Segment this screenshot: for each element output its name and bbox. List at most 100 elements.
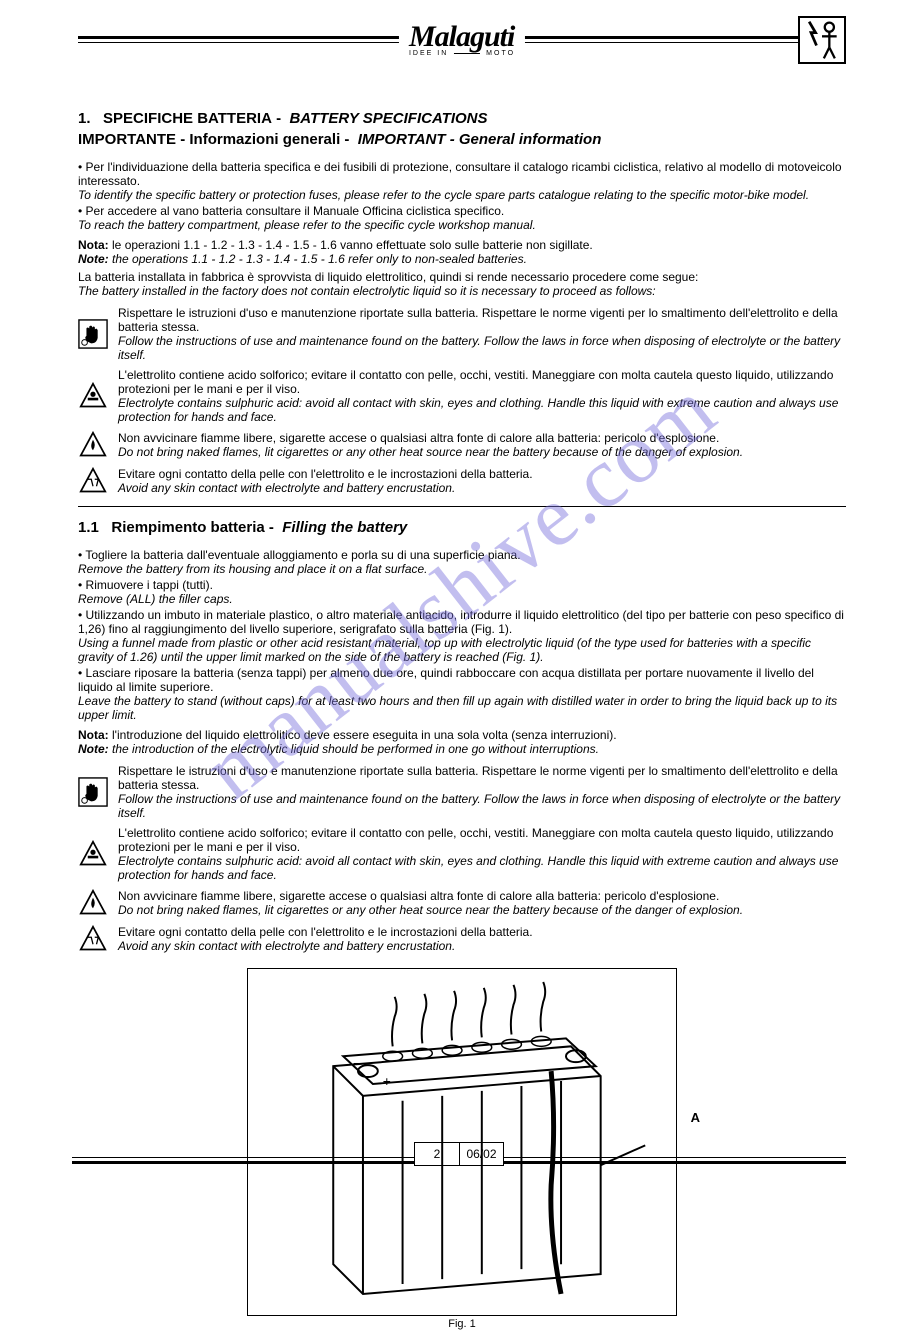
logo-name: Malaguti bbox=[409, 20, 515, 54]
page: manualshive.com Malaguti IDEE IN MOTO bbox=[0, 0, 918, 1188]
warn-1-text: Rispettare le istruzioni d'uso e manuten… bbox=[118, 306, 846, 362]
section-11-bullet-2: Rimuovere i tappi (tutti). Remove (ALL) … bbox=[78, 578, 846, 606]
section-11-number: 1.1 bbox=[78, 519, 99, 536]
section-1-factory: La batteria installata in fabbrica è spr… bbox=[78, 270, 846, 298]
warn-4-it: Evitare ogni contatto della pelle con l'… bbox=[118, 467, 533, 481]
warn-2-toxic: L'elettrolito contiene acido solforico; … bbox=[78, 826, 846, 882]
section-1-sub-en: IMPORTANT - General information bbox=[358, 131, 602, 148]
toxic-triangle-icon bbox=[78, 839, 108, 869]
header-bar: Malaguti IDEE IN MOTO bbox=[78, 22, 846, 78]
toxic-triangle-icon bbox=[78, 381, 108, 411]
electric-person-icon bbox=[798, 16, 846, 64]
bullet-2-it: Per accedere al vano batteria consultare… bbox=[86, 204, 505, 218]
warn2-2-en: Electrolyte contains sulphuric acid: avo… bbox=[118, 854, 838, 882]
figure-frame: A bbox=[247, 968, 677, 1316]
section-11-note: Nota: l'introduzione del liquido elettro… bbox=[78, 728, 846, 756]
fire-triangle-icon bbox=[78, 888, 108, 918]
warn-1-it: Rispettare le istruzioni d'uso e manuten… bbox=[118, 306, 838, 334]
warn2-4-en: Avoid any skin contact with electrolyte … bbox=[118, 939, 455, 953]
figure-callout-a: A bbox=[691, 1110, 700, 1125]
section-11-bullets: Togliere la batteria dall'eventuale allo… bbox=[78, 548, 846, 722]
bullet-1-it: Per l'individuazione della batteria spec… bbox=[78, 160, 842, 188]
note-text-en: the operations 1.1 - 1.2 - 1.3 - 1.4 - 1… bbox=[112, 252, 527, 266]
section-11-title-it: Riempimento batteria bbox=[111, 519, 264, 536]
b11-2-it: Rimuovere i tappi (tutti). bbox=[86, 578, 213, 592]
figure-caption: Fig. 1 bbox=[247, 1318, 677, 1330]
warn-3-it: Non avvicinare fiamme libere, sigarette … bbox=[118, 431, 719, 445]
warn-1-toxic: L'elettrolito contiene acido solforico; … bbox=[78, 368, 846, 424]
section-1-number: 1. bbox=[78, 110, 91, 127]
note11-label-it: Nota: bbox=[78, 728, 109, 742]
section-11-heading: 1.1 Riempimento batteria - Filling the b… bbox=[78, 519, 846, 536]
section-1-title-it: SPECIFICHE BATTERIA bbox=[103, 110, 272, 127]
section-1-bullet-1: Per l'individuazione della batteria spec… bbox=[78, 160, 846, 202]
section-11-bullet-3: Utilizzando un imbuto in materiale plast… bbox=[78, 608, 846, 664]
warn2-1-en: Follow the instructions of use and maint… bbox=[118, 792, 840, 820]
section-1-bullet-2: Per accedere al vano batteria consultare… bbox=[78, 204, 846, 232]
note-label-it: Nota: bbox=[78, 238, 109, 252]
note-label-en: Note: bbox=[78, 252, 109, 266]
section-1-title-en: BATTERY SPECIFICATIONS bbox=[289, 110, 487, 127]
warn2-1-text: Rispettare le istruzioni d'uso e manuten… bbox=[118, 764, 846, 820]
warn-2-text: L'elettrolito contiene acido solforico; … bbox=[118, 368, 846, 424]
b11-2-en: Remove (ALL) the filler caps. bbox=[78, 592, 233, 606]
section-11-title-en: Filling the battery bbox=[282, 519, 407, 536]
b11-1-it: Togliere la batteria dall'eventuale allo… bbox=[85, 548, 520, 562]
svg-text:+: + bbox=[383, 1073, 391, 1089]
hand-stop-icon bbox=[78, 319, 108, 349]
b11-3-it: Utilizzando un imbuto in materiale plast… bbox=[78, 608, 844, 636]
warn-2-corrosive: Evitare ogni contatto della pelle con l'… bbox=[78, 924, 846, 954]
warn-2-en: Electrolyte contains sulphuric acid: avo… bbox=[118, 396, 838, 424]
b11-1-en: Remove the battery from its housing and … bbox=[78, 562, 428, 576]
b11-4-en: Leave the battery to stand (without caps… bbox=[78, 694, 837, 722]
warn-2-it: L'elettrolito contiene acido solforico; … bbox=[118, 368, 833, 396]
section-11-bullet-1: Togliere la batteria dall'eventuale allo… bbox=[78, 548, 846, 576]
warn-3-text: Non avvicinare fiamme libere, sigarette … bbox=[118, 431, 743, 459]
fire-triangle-icon bbox=[78, 430, 108, 460]
warn2-1-it: Rispettare le istruzioni d'uso e manuten… bbox=[118, 764, 838, 792]
logo-sub-left: IDEE IN bbox=[409, 50, 448, 57]
warn2-3-en: Do not bring naked flames, lit cigarette… bbox=[118, 903, 743, 917]
warn-1-corrosive: Evitare ogni contatto della pelle con l'… bbox=[78, 466, 846, 496]
warn2-3-it: Non avvicinare fiamme libere, sigarette … bbox=[118, 889, 719, 903]
warn-4-en: Avoid any skin contact with electrolyte … bbox=[118, 481, 455, 495]
factory-it: La batteria installata in fabbrica è spr… bbox=[78, 270, 698, 284]
logo-subtitle: IDEE IN MOTO bbox=[409, 50, 515, 57]
figure-1: A bbox=[247, 968, 677, 1330]
note-text-it: le operazioni 1.1 - 1.2 - 1.3 - 1.4 - 1.… bbox=[112, 238, 593, 252]
b11-3-en: Using a funnel made from plastic or othe… bbox=[78, 636, 811, 664]
warn2-2-it: L'elettrolito contiene acido solforico; … bbox=[118, 826, 833, 854]
section-1-sub-it: IMPORTANTE - Informazioni generali bbox=[78, 131, 340, 148]
battery-illustration: − + bbox=[254, 977, 670, 1304]
svg-text:−: − bbox=[353, 1055, 361, 1071]
section-11-bullet-4: Lasciare riposare la batteria (senza tap… bbox=[78, 666, 846, 722]
logo-divider bbox=[454, 53, 480, 54]
logo-sub-right: MOTO bbox=[486, 50, 515, 57]
hand-stop-icon bbox=[78, 777, 108, 807]
warn-4-text: Evitare ogni contatto della pelle con l'… bbox=[118, 467, 533, 495]
warn2-4-text: Evitare ogni contatto della pelle con l'… bbox=[118, 925, 533, 953]
warn-3-en: Do not bring naked flames, lit cigarette… bbox=[118, 445, 743, 459]
warn2-4-it: Evitare ogni contatto della pelle con l'… bbox=[118, 925, 533, 939]
warn-2-fire: Non avvicinare fiamme libere, sigarette … bbox=[78, 888, 846, 918]
bullet-1-en: To identify the specific battery or prot… bbox=[78, 188, 809, 202]
note11-label-en: Note: bbox=[78, 742, 109, 756]
warn-1-stop: Rispettare le istruzioni d'uso e manuten… bbox=[78, 306, 846, 362]
corrosive-triangle-icon bbox=[78, 924, 108, 954]
corrosive-triangle-icon bbox=[78, 466, 108, 496]
section-1-note: Nota: le operazioni 1.1 - 1.2 - 1.3 - 1.… bbox=[78, 238, 846, 266]
factory-en: The battery installed in the factory doe… bbox=[78, 284, 656, 298]
warn-1-fire: Non avvicinare fiamme libere, sigarette … bbox=[78, 430, 846, 460]
content-area: Malaguti IDEE IN MOTO 1. bbox=[0, 0, 918, 1330]
warn2-3-text: Non avvicinare fiamme libere, sigarette … bbox=[118, 889, 743, 917]
warn-2-stop: Rispettare le istruzioni d'uso e manuten… bbox=[78, 764, 846, 820]
note11-text-it: l'introduzione del liquido elettrolitico… bbox=[112, 728, 617, 742]
section-1-subtitle: IMPORTANTE - Informazioni generali - IMP… bbox=[78, 131, 846, 148]
b11-4-it: Lasciare riposare la batteria (senza tap… bbox=[78, 666, 814, 694]
section-1-heading: 1. SPECIFICHE BATTERIA - BATTERY SPECIFI… bbox=[78, 110, 846, 127]
note11-text-en: the introduction of the electrolytic liq… bbox=[112, 742, 599, 756]
section-1-bullets: Per l'individuazione della batteria spec… bbox=[78, 160, 846, 232]
logo: Malaguti IDEE IN MOTO bbox=[399, 20, 525, 57]
section-separator bbox=[78, 506, 846, 507]
bullet-2-en: To reach the battery compartment, please… bbox=[78, 218, 536, 232]
